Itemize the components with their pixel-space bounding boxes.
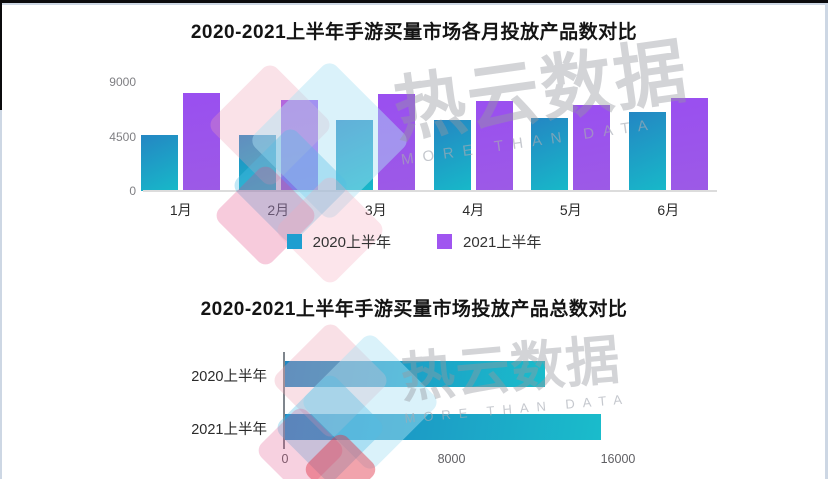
total-bar-chart — [285, 352, 618, 449]
bar-2021上半年-1月 — [183, 92, 221, 191]
bar-2021上半年-2月 — [280, 99, 318, 191]
bar-2020上半年-2月 — [238, 135, 276, 191]
left-border-top — [0, 0, 2, 110]
bar-2020上半年-6月 — [628, 112, 666, 191]
x-axis-tick-label: 16000 — [600, 452, 636, 466]
total-chart-axis-line — [283, 352, 285, 449]
bar-2021上半年-6月 — [670, 98, 708, 191]
bar-2020上半年-4月 — [433, 119, 471, 191]
x-axis-tick-label: 8000 — [437, 452, 466, 466]
bar-group-3月: 3月 — [336, 82, 416, 218]
bar-group-6月: 6月 — [628, 82, 708, 218]
x-axis-label: 5月 — [559, 202, 582, 218]
y-axis-tick-label: 4500 — [109, 129, 136, 144]
bar-group-2月: 2月 — [238, 82, 318, 218]
monthly-chart-y-axis: 0 4500 9000 — [88, 70, 136, 200]
bar-2020上半年 — [285, 361, 546, 387]
left-border — [0, 110, 2, 479]
legend-item-2020上半年: 2020上半年 — [286, 231, 391, 252]
bar-group-4月: 4月 — [433, 82, 513, 218]
monthly-bar-chart: 1月 2月 3月 4月 5月 6月 — [132, 82, 717, 218]
monthly-chart-legend: 2020上半年 2021上半年 — [0, 231, 828, 252]
y-axis-tick-label: 9000 — [109, 75, 136, 89]
right-border — [825, 3, 828, 479]
top-border — [0, 0, 828, 3]
bar-2020上半年-3月 — [336, 119, 374, 191]
bar-group-1月: 1月 — [141, 82, 221, 218]
legend-label: 2020上半年 — [312, 234, 391, 251]
bar-2021上半年-4月 — [475, 101, 513, 191]
bar-group-5月: 5月 — [531, 82, 611, 218]
total-chart-x-axis: 0 8000 16000 — [0, 452, 828, 468]
bar-2021上半年 — [285, 414, 602, 440]
x-axis-label: 1月 — [169, 202, 192, 218]
x-axis-tick-label: 0 — [281, 452, 289, 466]
legend-swatch-icon — [286, 234, 302, 249]
x-axis-label: 4月 — [462, 202, 485, 218]
bar-2021上半年-3月 — [378, 94, 416, 191]
top-border-inner — [0, 3, 828, 5]
legend-item-2021上半年: 2021上半年 — [437, 231, 541, 252]
x-axis-label: 3月 — [364, 202, 387, 218]
category-label: 2021上半年 — [191, 422, 267, 438]
legend-swatch-icon — [437, 234, 452, 249]
y-axis-tick-label: 0 — [129, 184, 136, 198]
legend-label: 2021上半年 — [463, 234, 542, 251]
monthly-chart-baseline — [143, 190, 717, 192]
total-chart-category-axis: 2020上半年 2021上半年 — [150, 352, 267, 449]
category-label: 2020上半年 — [191, 369, 267, 385]
total-chart-title: 2020-2021上半年手游买量市场投放产品总数对比 — [200, 299, 628, 320]
bar-2020上半年-5月 — [531, 117, 569, 191]
x-axis-label: 2月 — [267, 202, 290, 218]
monthly-chart-title: 2020-2021上半年手游买量市场各月投放产品数对比 — [190, 22, 638, 43]
bar-2020上半年-1月 — [141, 135, 179, 191]
bar-2021上半年-5月 — [573, 105, 611, 191]
x-axis-label: 6月 — [657, 202, 680, 218]
